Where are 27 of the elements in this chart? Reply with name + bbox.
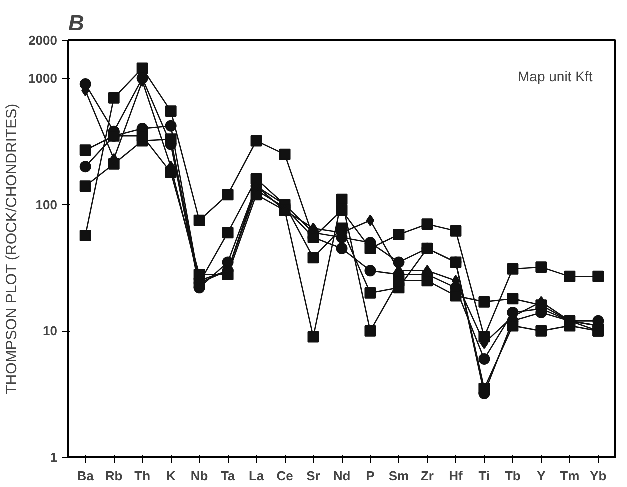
- x-tick-label: P: [366, 468, 376, 484]
- y-tick-label: 1000: [28, 71, 58, 86]
- y-axis-title: THOMPSON PLOT (ROCK/CHONDRITES): [4, 104, 21, 394]
- x-tick-label: Sr: [306, 468, 320, 484]
- x-tick-label: Sm: [388, 468, 410, 484]
- x-tick-label: Ti: [478, 468, 490, 484]
- x-tick-label: Hf: [449, 468, 464, 484]
- x-tick-label: Yb: [590, 468, 607, 484]
- x-tick-label: Rb: [105, 468, 123, 484]
- chart-title: B: [68, 10, 84, 36]
- y-tick-label: 100: [36, 197, 58, 212]
- x-tick-label: Y: [537, 468, 546, 484]
- x-tick-label: Zr: [420, 468, 434, 484]
- y-tick-label: 2000: [28, 33, 58, 48]
- x-tick-label: Tb: [504, 468, 521, 484]
- x-tick-label: Ce: [276, 468, 294, 484]
- x-tick-label: Nd: [333, 468, 351, 484]
- annotation: Map unit Kft: [518, 68, 593, 84]
- x-tick-label: Nb: [190, 468, 208, 484]
- x-tick-label: Th: [134, 468, 151, 484]
- x-tick-label: K: [166, 468, 176, 484]
- x-tick-label: Tm: [560, 468, 580, 484]
- y-tick-label: 1: [50, 450, 58, 465]
- x-tick-label: Ta: [220, 468, 236, 484]
- y-tick-label: 10: [43, 324, 58, 339]
- x-tick-label: Ba: [77, 468, 95, 484]
- x-tick-label: La: [248, 468, 265, 484]
